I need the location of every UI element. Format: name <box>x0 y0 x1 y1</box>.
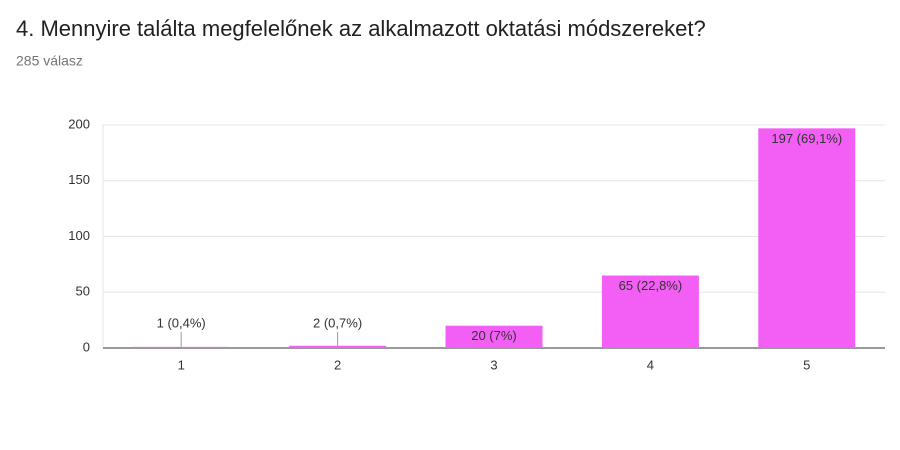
y-tick-label: 0 <box>83 339 90 354</box>
bar <box>758 128 856 348</box>
y-tick-label: 150 <box>68 172 90 187</box>
y-tick-label: 200 <box>68 116 90 131</box>
data-label: 20 (7%) <box>471 328 517 343</box>
y-tick-label: 100 <box>68 228 90 243</box>
bar <box>289 345 387 348</box>
x-tick-label: 5 <box>803 357 810 372</box>
x-tick-label: 4 <box>647 357 654 372</box>
chart-subtitle: 285 válasz <box>16 53 83 69</box>
x-tick-label: 2 <box>334 357 341 372</box>
data-label: 197 (69,1%) <box>771 131 842 146</box>
bar <box>601 275 699 348</box>
data-label: 1 (0,4%) <box>157 315 206 330</box>
x-tick-label: 3 <box>490 357 497 372</box>
bar <box>445 325 543 348</box>
y-tick-label: 50 <box>76 284 90 299</box>
x-tick-label: 1 <box>178 357 185 372</box>
bar <box>132 346 230 348</box>
chart-title: 4. Mennyire találta megfelelőnek az alka… <box>16 16 706 41</box>
data-label: 2 (0,7%) <box>313 315 362 330</box>
data-label: 65 (22,8%) <box>619 278 683 293</box>
